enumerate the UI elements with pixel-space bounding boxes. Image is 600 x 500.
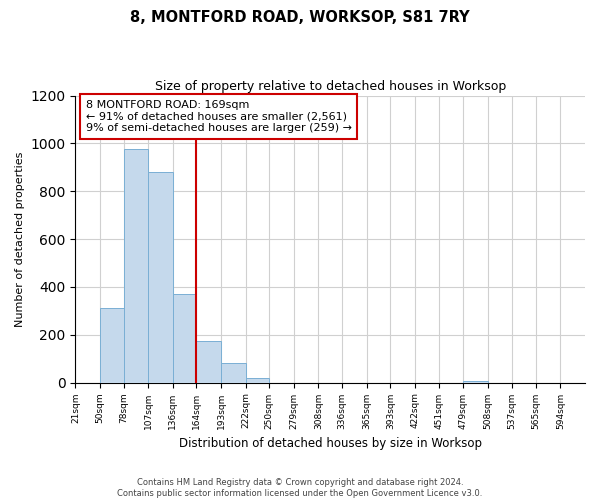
Bar	[196, 340, 221, 382]
Text: Contains HM Land Registry data © Crown copyright and database right 2024.
Contai: Contains HM Land Registry data © Crown c…	[118, 478, 482, 498]
Bar	[148, 172, 173, 382]
Bar	[100, 308, 124, 382]
Title: Size of property relative to detached houses in Worksop: Size of property relative to detached ho…	[155, 80, 506, 93]
Bar	[173, 294, 196, 382]
Bar	[221, 364, 245, 382]
Text: 8 MONTFORD ROAD: 169sqm
← 91% of detached houses are smaller (2,561)
9% of semi-: 8 MONTFORD ROAD: 169sqm ← 91% of detache…	[86, 100, 352, 133]
Text: 8, MONTFORD ROAD, WORKSOP, S81 7RY: 8, MONTFORD ROAD, WORKSOP, S81 7RY	[130, 10, 470, 25]
Bar	[245, 378, 269, 382]
X-axis label: Distribution of detached houses by size in Worksop: Distribution of detached houses by size …	[179, 437, 482, 450]
Bar	[124, 150, 148, 382]
Y-axis label: Number of detached properties: Number of detached properties	[15, 152, 25, 327]
